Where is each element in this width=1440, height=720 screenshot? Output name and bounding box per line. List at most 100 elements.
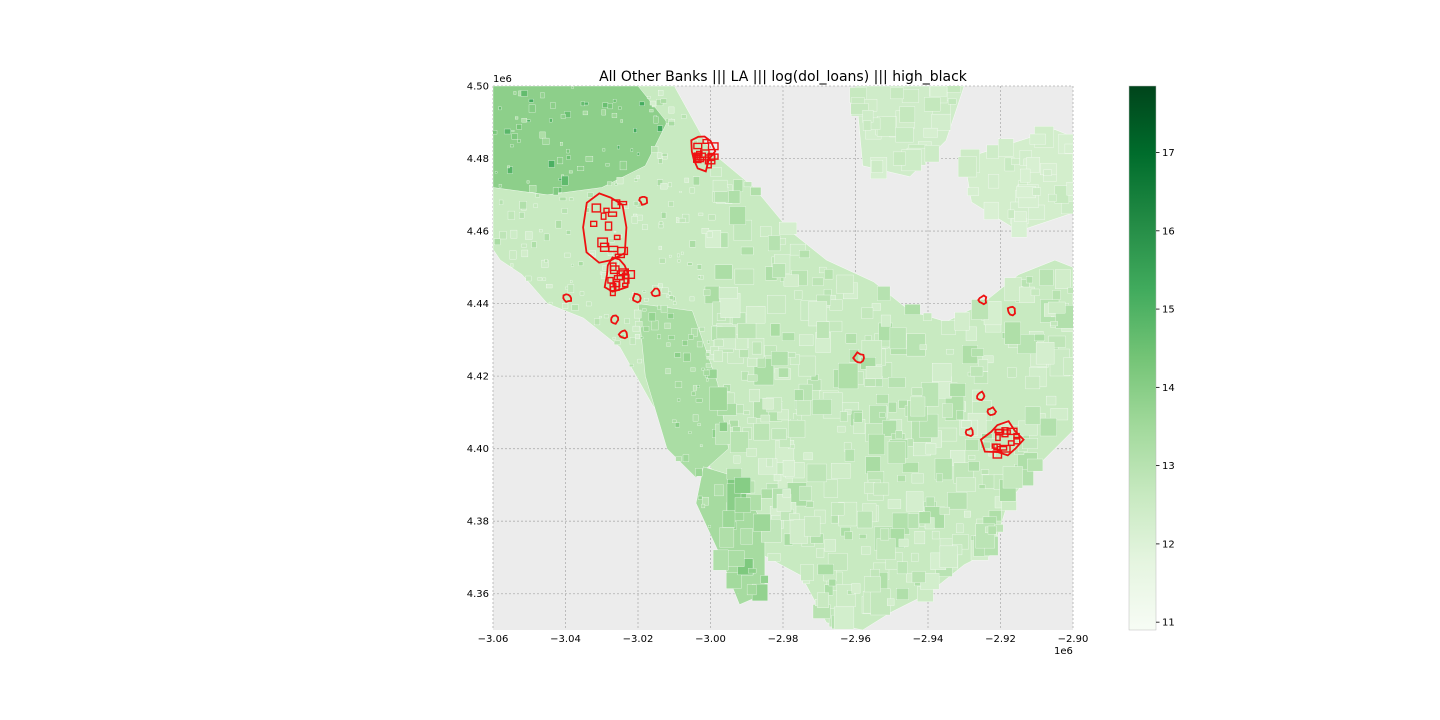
tract (838, 362, 859, 390)
tract (773, 474, 782, 482)
highlight-tract (608, 245, 619, 253)
tract (511, 133, 518, 140)
tract (1050, 408, 1069, 421)
tract (1055, 269, 1071, 289)
tract (1048, 193, 1057, 202)
tract (691, 328, 698, 337)
tract (955, 477, 976, 492)
tract (676, 220, 680, 223)
tract (837, 425, 846, 433)
tract (695, 468, 703, 477)
tract (857, 510, 873, 529)
tract (646, 96, 651, 99)
tract (688, 334, 694, 340)
tract (498, 184, 502, 188)
tract (674, 422, 680, 428)
x-tick-label: −3.00 (695, 634, 726, 645)
tract (839, 411, 848, 422)
tract (799, 334, 814, 346)
highlight-tract (613, 234, 621, 241)
tract (660, 98, 667, 104)
highlight-tract (616, 270, 625, 281)
tract (659, 221, 664, 225)
tract (957, 156, 977, 178)
tract (649, 100, 656, 106)
tract (752, 341, 762, 355)
tract (896, 561, 908, 575)
tract (701, 228, 710, 234)
tract (824, 539, 836, 552)
x-tick-label: −2.94 (913, 634, 944, 645)
tract (657, 305, 661, 310)
tract (571, 263, 574, 267)
tract (986, 144, 999, 159)
y-tick-label: 4.36 (467, 589, 489, 600)
x-tick-label: −3.06 (478, 634, 509, 645)
highlight-southeast-small (976, 390, 986, 401)
tract (1050, 321, 1058, 327)
tract (779, 238, 786, 245)
tract (830, 515, 839, 524)
tract (1048, 335, 1066, 348)
tract (629, 337, 636, 345)
tract (794, 389, 804, 401)
y-tick-label: 4.40 (467, 444, 489, 455)
tract (672, 419, 677, 423)
tract (585, 156, 594, 162)
tract (613, 230, 617, 233)
tract (712, 549, 729, 571)
tract (713, 350, 723, 362)
tract (799, 485, 812, 501)
tract (816, 321, 830, 339)
tract (1027, 458, 1044, 472)
tract (657, 179, 664, 186)
x-offset-label: 1e6 (1054, 646, 1073, 657)
tract (564, 252, 571, 258)
tract (494, 171, 498, 174)
tract (923, 127, 938, 138)
tract (904, 304, 921, 315)
colorbar-tick-label: 11 (1162, 618, 1175, 629)
tract (907, 513, 919, 529)
tract (760, 488, 773, 499)
tract (750, 187, 762, 196)
tract (911, 571, 926, 583)
highlight-tract (693, 142, 703, 150)
highlight-small-2 (562, 293, 572, 303)
tract (1007, 367, 1017, 378)
tract (602, 102, 609, 108)
tract (1014, 211, 1027, 222)
tract (701, 367, 705, 371)
tract (687, 262, 693, 266)
tract (636, 175, 640, 179)
tract (748, 568, 757, 574)
tract (741, 371, 749, 381)
tract (899, 106, 916, 123)
tract (537, 277, 543, 281)
tract (660, 305, 668, 313)
tract (893, 151, 906, 166)
tract (509, 250, 517, 260)
tract (939, 506, 950, 515)
y-tick-label: 4.46 (467, 227, 489, 238)
tract (696, 385, 700, 388)
tract (698, 212, 704, 216)
tract (674, 381, 683, 388)
highlight-southeast-a (986, 406, 998, 417)
tract (531, 241, 537, 248)
tract (697, 423, 701, 426)
tract (879, 412, 886, 418)
x-tick-label: −3.02 (623, 634, 654, 645)
tract (734, 477, 751, 494)
tract (767, 553, 781, 562)
tract (733, 455, 741, 464)
tract (540, 92, 545, 99)
tract (511, 130, 515, 132)
tract (634, 178, 638, 182)
tract (726, 572, 742, 589)
tract (939, 545, 958, 568)
tract (914, 531, 926, 545)
tract (708, 525, 711, 528)
tract (560, 114, 566, 119)
tract (703, 289, 711, 296)
